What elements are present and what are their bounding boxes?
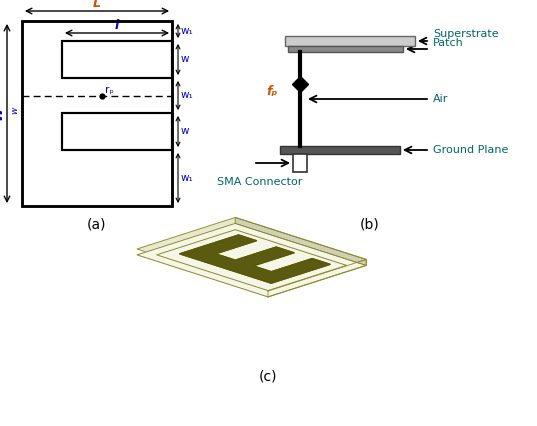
Bar (22, 21, 172, 206)
Text: SMA Connector: SMA Connector (217, 177, 303, 187)
Text: (a): (a) (87, 218, 107, 232)
Bar (62, 113, 172, 150)
Text: w: w (181, 55, 190, 64)
Polygon shape (179, 235, 330, 283)
Bar (62, 113, 172, 150)
Polygon shape (137, 223, 366, 297)
Bar (285, 36, 415, 46)
Text: Superstrate: Superstrate (433, 29, 499, 39)
Text: W: W (0, 106, 5, 121)
Text: Patch: Patch (433, 38, 464, 48)
Bar (62, 41, 172, 78)
Bar (288, 46, 403, 52)
Text: w₁: w₁ (181, 90, 194, 101)
Polygon shape (235, 218, 366, 265)
Bar (293, 154, 307, 172)
Text: Ground Plane: Ground Plane (433, 145, 509, 155)
Text: w₁: w₁ (181, 173, 194, 183)
Bar (62, 41, 172, 78)
Text: w: w (181, 127, 190, 136)
Text: fₚ: fₚ (266, 86, 278, 98)
Bar (22, 21, 172, 206)
Polygon shape (137, 218, 366, 291)
Text: l: l (115, 19, 119, 32)
Polygon shape (268, 259, 366, 297)
Text: rₚ: rₚ (105, 84, 114, 95)
Text: w: w (11, 106, 19, 113)
Text: L: L (93, 0, 101, 10)
Text: w₁: w₁ (181, 26, 194, 36)
Text: (b): (b) (360, 218, 380, 232)
Bar (280, 146, 400, 154)
Text: (c): (c) (259, 369, 277, 383)
Text: Air: Air (433, 94, 448, 104)
